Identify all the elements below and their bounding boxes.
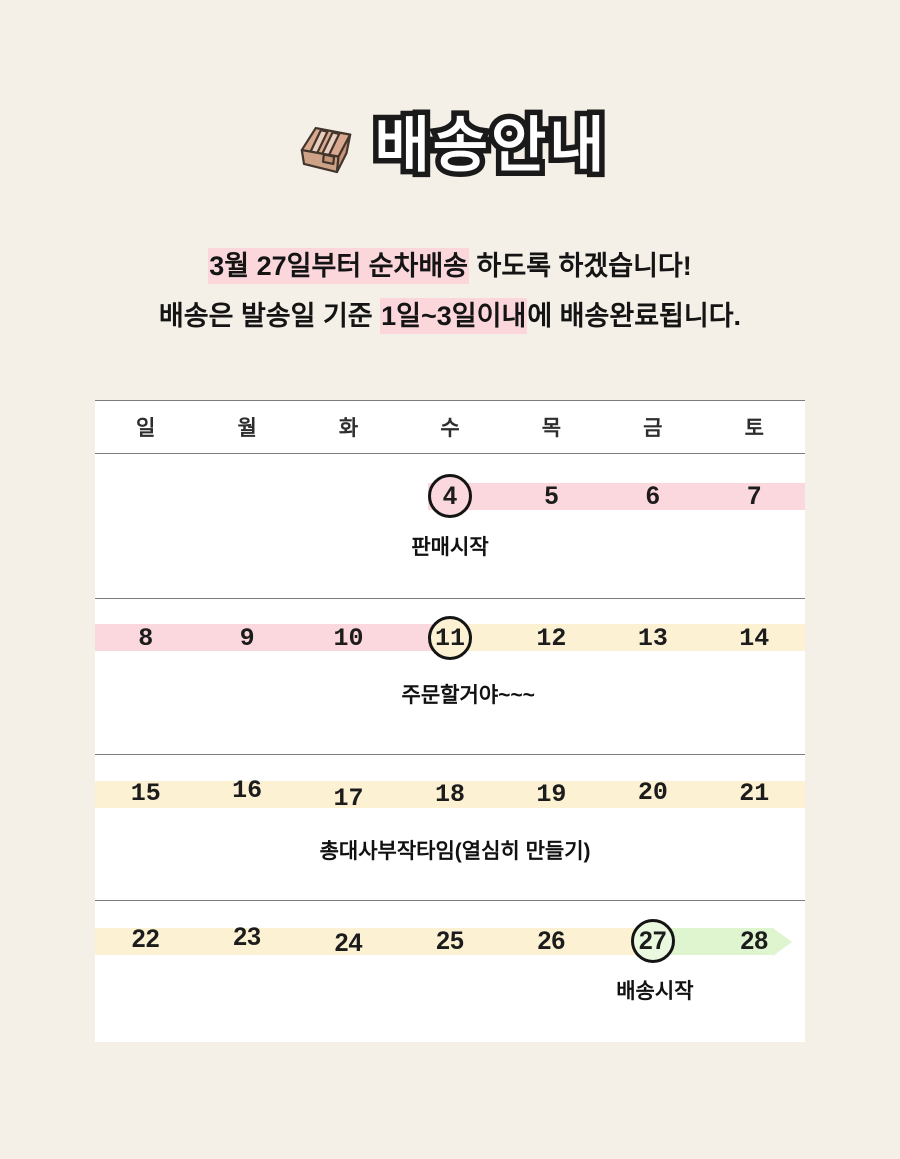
cream-band xyxy=(95,781,805,808)
day-cell-28: 28 xyxy=(740,926,769,955)
calendar-week-row-2: 8 9 10 11 12 13 14 주문할거야~~~ xyxy=(95,599,805,755)
circled-day-4: 4 xyxy=(427,474,472,518)
day-cell-25: 25 xyxy=(436,926,464,955)
day-cell-8: 8 xyxy=(138,623,154,653)
calendar-label-4: 배송시작 xyxy=(616,980,694,1003)
notice-highlight: 1일~3일이내 xyxy=(380,298,528,334)
day-cell-13: 13 xyxy=(637,623,668,653)
notice-text: 배송은 발송일 기준 xyxy=(158,301,381,331)
notice-highlight: 3월 27일부터 순차배송 xyxy=(208,248,470,284)
band-arrow-tip xyxy=(772,927,792,956)
day-cell-20: 20 xyxy=(637,777,668,807)
calendar: 일 월 화 수 목 금 토 4 5 6 7 판매시작 8 9 10 11 12 13 14 주문할거야~~~ 15 16… xyxy=(95,400,805,1042)
package-box-icon xyxy=(300,126,351,174)
weekday-sun: 일 xyxy=(136,417,156,440)
day-cell-empty xyxy=(298,474,399,518)
day-cell-26: 26 xyxy=(537,926,566,955)
day-cell-empty xyxy=(95,474,196,518)
title-fill: 배송안내 xyxy=(374,112,608,179)
week-days: 22 23 24 25 26 27 28 xyxy=(95,919,805,963)
weekday-sat: 토 xyxy=(744,417,764,440)
calendar-label-1: 판매시작 xyxy=(411,536,489,559)
title-outline: 배송안내 xyxy=(369,110,610,181)
weekday-mon: 월 xyxy=(237,417,257,440)
day-cell-5: 5 xyxy=(544,481,559,510)
day-cell-empty xyxy=(196,474,297,518)
weekday-wed: 수 xyxy=(440,417,460,440)
circled-day-27: 27 xyxy=(630,919,675,963)
pink-band xyxy=(95,624,450,651)
day-cell-19: 19 xyxy=(536,779,567,809)
cream-band xyxy=(95,928,653,955)
circled-day-11: 11 xyxy=(427,616,472,660)
cream-band xyxy=(450,624,805,651)
week-days: 15 16 17 18 19 20 21 xyxy=(95,773,805,817)
day-cell-22: 22 xyxy=(131,924,160,953)
notice-block: 3월 27일부터 순차배송 하도록 하겠습니다! 배송은 발송일 기준 1일~3… xyxy=(0,241,900,341)
notice-line-2: 배송은 발송일 기준 1일~3일이내에 배송완료됩니다. xyxy=(0,291,900,341)
day-cell-6: 6 xyxy=(645,481,660,510)
weekday-tue: 화 xyxy=(338,417,359,440)
day-cell-18: 18 xyxy=(434,779,465,809)
day-cell-11: 11 xyxy=(399,616,500,660)
notice-text: 하도록 하겠습니다! xyxy=(469,251,692,281)
calendar-label-2: 주문할거야~~~ xyxy=(401,684,535,707)
day-cell-14: 14 xyxy=(739,623,770,653)
page-title: 배송안내 배송안내 xyxy=(0,100,900,192)
day-cell-9: 9 xyxy=(239,623,255,653)
notice-line-1: 3월 27일부터 순차배송 하도록 하겠습니다! xyxy=(0,241,900,291)
calendar-week-row-3: 15 16 17 18 19 20 21 총대사부작타임(열심히 만들기) xyxy=(95,755,805,901)
day-cell-16: 16 xyxy=(232,775,263,805)
week-days: 4 5 6 7 xyxy=(95,474,805,518)
calendar-label-3: 총대사부작타임(열심히 만들기) xyxy=(319,840,591,863)
day-cell-23: 23 xyxy=(233,922,262,951)
weekday-fri: 금 xyxy=(643,417,663,440)
pink-band xyxy=(427,483,805,510)
day-cell-10: 10 xyxy=(333,623,364,653)
day-cell-24: 24 xyxy=(334,928,363,957)
week-days: 8 9 10 11 12 13 14 xyxy=(95,616,805,660)
title-text: 배송안내 배송안내 xyxy=(369,110,610,181)
weekday-thu: 목 xyxy=(541,417,562,440)
day-cell-21: 21 xyxy=(739,778,770,808)
calendar-week-row-4: 22 23 24 25 26 27 28 배송시작 xyxy=(95,901,805,1045)
calendar-weeks: 4 5 6 7 판매시작 8 9 10 11 12 13 14 주문할거야~~~ 15 16 17 18 19 20… xyxy=(95,454,805,1045)
notice-text: 에 배송완료됩니다. xyxy=(527,301,742,331)
day-cell-17: 17 xyxy=(333,783,364,813)
calendar-week-row-1: 4 5 6 7 판매시작 xyxy=(95,454,805,599)
day-cell-27: 27 xyxy=(602,919,703,963)
day-cell-15: 15 xyxy=(130,778,161,808)
day-cell-7: 7 xyxy=(747,481,762,510)
day-cell-12: 12 xyxy=(536,623,567,653)
day-cell-4: 4 xyxy=(399,474,500,518)
